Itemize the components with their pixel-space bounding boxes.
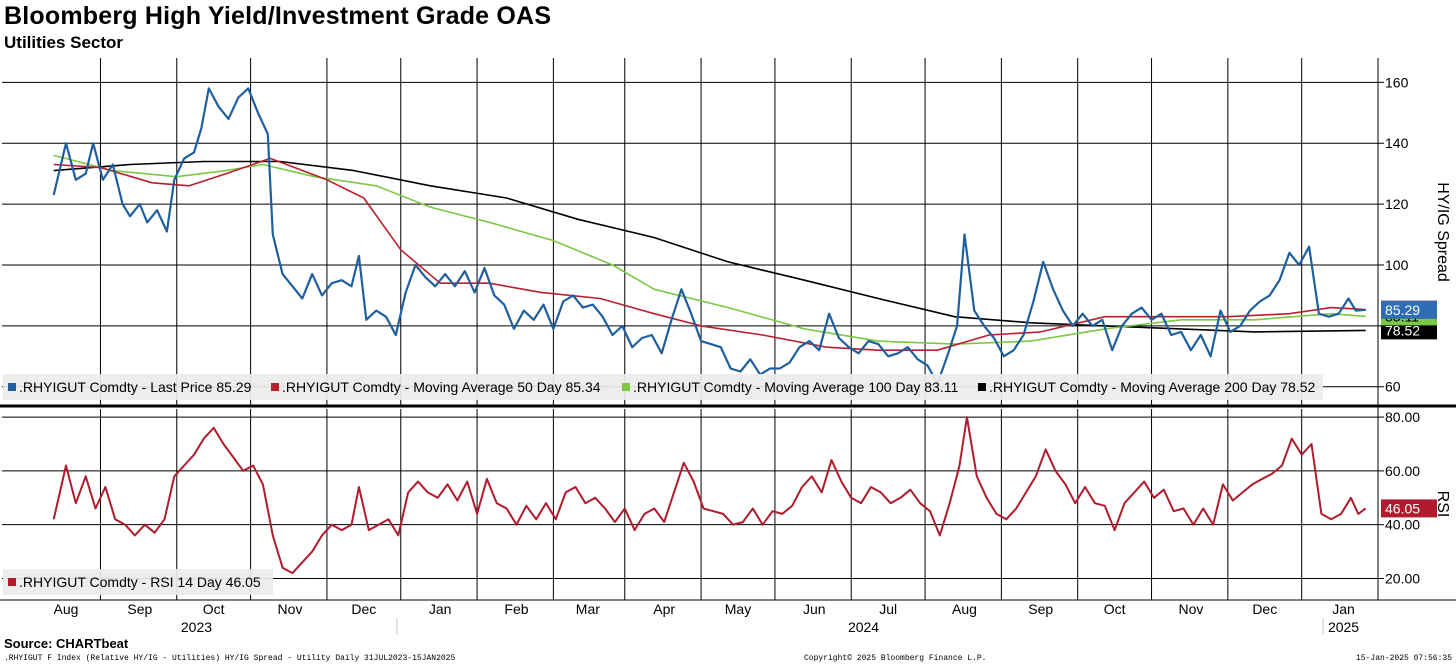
x-month-label-7: Mar	[576, 601, 600, 617]
legend-label-rsi: .RHYIGUT Comdty - RSI 14 Day 46.05	[19, 574, 261, 590]
x-month-label-12: Aug	[952, 601, 977, 617]
ytick-label-top-3: 120	[1385, 196, 1409, 212]
y-axis-label-top: HY/IG Spread	[1434, 182, 1451, 282]
x-year-label-2: 2025	[1328, 619, 1359, 635]
ytick-label-bottom-2: 60.00	[1385, 463, 1420, 479]
legend-swatch-1	[271, 383, 279, 391]
ma50-line	[53, 157, 1366, 352]
x-month-label-13: Sep	[1028, 601, 1053, 617]
last-price-value-tag-bg	[1381, 300, 1437, 319]
ytick-label-top-4: 140	[1385, 135, 1409, 151]
ma200-value-tag-bg	[1381, 321, 1437, 340]
x-month-label-3: Nov	[278, 601, 303, 617]
x-month-label-16: Dec	[1252, 601, 1277, 617]
legend-swatch-2	[622, 383, 630, 391]
x-year-label-0: 2023	[181, 619, 212, 635]
x-year-label-1: 2024	[848, 619, 879, 635]
x-month-label-6: Feb	[504, 601, 528, 617]
rsi-value-tag-bg	[1381, 499, 1437, 518]
y-axis-label-bottom: RSI	[1434, 491, 1451, 518]
x-month-label-8: Apr	[653, 601, 675, 617]
x-month-label-0: Aug	[54, 601, 79, 617]
x-month-label-5: Jan	[429, 601, 452, 617]
ytick-label-bottom-1: 40.00	[1385, 517, 1420, 533]
x-month-label-17: Jan	[1332, 601, 1355, 617]
x-month-label-9: May	[725, 601, 751, 617]
chart-title: Bloomberg High Yield/Investment Grade OA…	[4, 2, 552, 30]
ma200-line	[53, 160, 1366, 333]
copyright-note: Copyright© 2025 Bloomberg Finance L.P.	[804, 654, 987, 663]
x-month-label-2: Oct	[203, 601, 225, 617]
x-month-label-14: Oct	[1104, 601, 1126, 617]
chart-subtitle: Utilities Sector	[4, 33, 124, 52]
rsi-line	[52, 416, 1367, 575]
x-month-label-10: Jun	[803, 601, 826, 617]
last-price-line	[52, 87, 1366, 385]
ytick-label-bottom-3: 80.00	[1385, 409, 1420, 425]
ticker-description: .RHYIGUT F Index (Relative HY/IG - Utili…	[4, 654, 456, 663]
legend-swatch-0	[8, 383, 16, 391]
ytick-label-top-0: 60	[1385, 379, 1401, 395]
legend-swatch-3	[978, 383, 986, 391]
rsi-value-tag: 46.05	[1385, 500, 1420, 516]
x-month-label-4: Dec	[351, 601, 376, 617]
legend-bottom-box	[3, 569, 273, 595]
timestamp: 15-Jan-2025 07:56:35	[1355, 654, 1452, 663]
ytick-label-top-2: 100	[1385, 257, 1409, 273]
x-month-label-15: Nov	[1178, 601, 1203, 617]
legend-label-0: .RHYIGUT Comdty - Last Price 85.29	[19, 379, 252, 395]
last-price-value-tag: 85.29	[1385, 302, 1420, 318]
x-month-label-1: Sep	[127, 601, 152, 617]
legend-label-2: .RHYIGUT Comdty - Moving Average 100 Day…	[633, 379, 958, 395]
x-month-label-11: Jul	[879, 601, 897, 617]
legend-label-1: .RHYIGUT Comdty - Moving Average 50 Day …	[282, 379, 601, 395]
source-note: Source: CHARTbeat	[4, 636, 129, 651]
ytick-label-top-5: 160	[1385, 74, 1409, 90]
legend-top-box	[3, 374, 1323, 400]
legend-label-3: .RHYIGUT Comdty - Moving Average 200 Day…	[989, 379, 1316, 395]
ma200-value-tag: 78.52	[1385, 322, 1420, 338]
legend-swatch-rsi	[8, 578, 16, 586]
ytick-label-bottom-0: 20.00	[1385, 570, 1420, 586]
